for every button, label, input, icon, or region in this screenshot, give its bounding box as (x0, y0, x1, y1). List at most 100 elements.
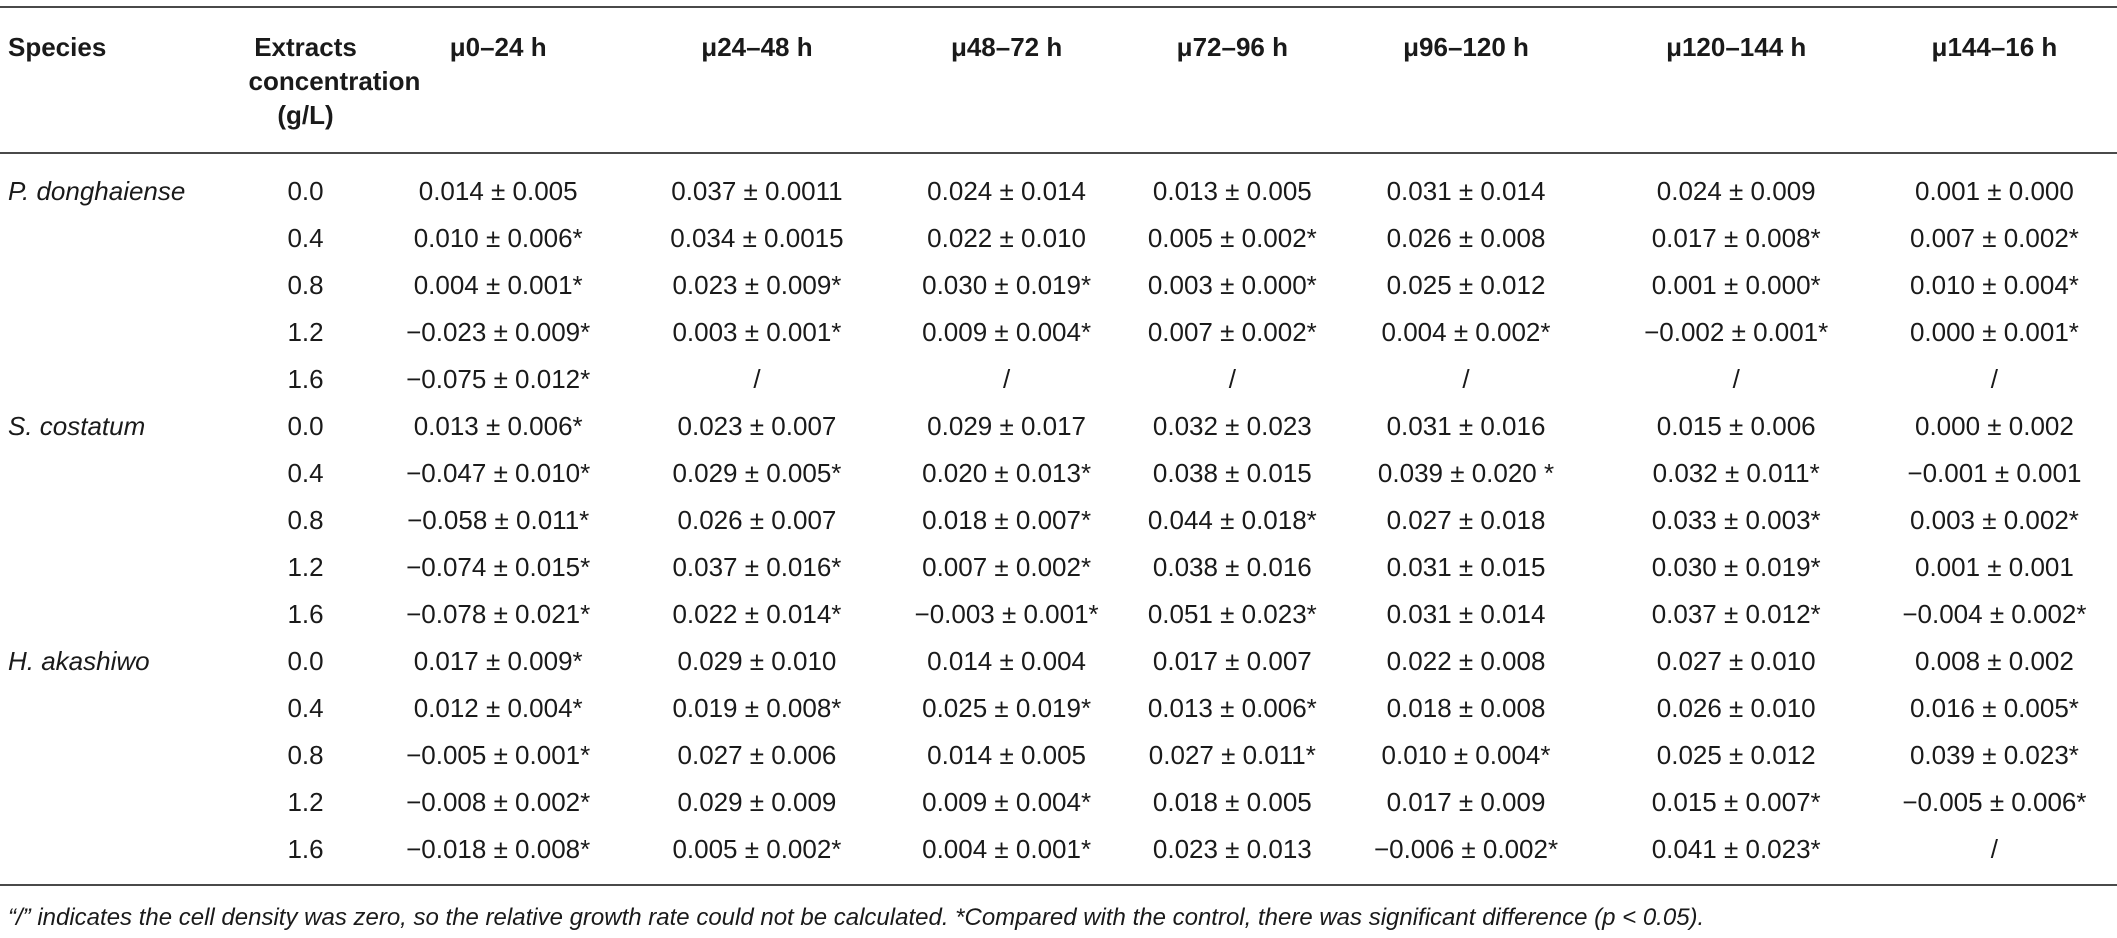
growth-rate-cell: −0.005 ± 0.001* (406, 739, 591, 770)
growth-rate-cell: 0.017 ± 0.009* (413, 645, 583, 676)
species-cell (0, 778, 249, 825)
growth-rate-cell: 0.024 ± 0.009 (1656, 175, 1816, 206)
concentration-cell: 0.8 (287, 739, 324, 770)
growth-rate-cell: / (1002, 363, 1011, 394)
growth-rate-cell: 0.025 ± 0.012 (1386, 269, 1546, 300)
growth-rate-cell: 0.004 ± 0.001* (922, 833, 1092, 864)
growth-rate-cell: 0.018 ± 0.005 (1152, 786, 1312, 817)
growth-rate-cell: −0.074 ± 0.015* (406, 551, 591, 582)
growth-rate-cell: 0.018 ± 0.007* (922, 504, 1092, 535)
table-row: S. costatum 0.0 0.013 ± 0.006* 0.023 ± 0.00… (0, 402, 2117, 449)
growth-rate-cell: 0.013 ± 0.006* (413, 410, 583, 441)
growth-rate-cell: 0.030 ± 0.019* (922, 269, 1092, 300)
growth-rate-cell: 0.015 ± 0.007* (1651, 786, 1821, 817)
growth-rate-cell: 0.017 ± 0.009 (1386, 786, 1546, 817)
growth-rate-cell: 0.004 ± 0.002* (1381, 316, 1551, 347)
growth-rate-cell: 0.022 ± 0.010 (927, 222, 1087, 253)
concentration-cell: 0.0 (287, 175, 324, 206)
growth-rate-cell: 0.025 ± 0.012 (1656, 739, 1816, 770)
table-row: 1.6 −0.078 ± 0.021* 0.022 ± 0.014* −0.003 ±… (0, 590, 2117, 637)
species-cell (0, 731, 249, 778)
concentration-cell: 0.4 (287, 692, 324, 723)
growth-rate-cell: −0.005 ± 0.006* (1902, 786, 2087, 817)
concentration-cell: 1.6 (287, 833, 324, 864)
table-body: P. donghaiense 0.0 0.014 ± 0.005 0.037 ± 0.… (0, 153, 2117, 885)
species-cell (0, 684, 249, 731)
growth-rate-cell: 0.009 ± 0.004* (922, 316, 1092, 347)
species-cell (0, 543, 249, 590)
species-cell (0, 496, 249, 543)
growth-rate-cell: 0.038 ± 0.016 (1152, 551, 1312, 582)
concentration-cell: 0.0 (287, 645, 324, 676)
table-row: 0.8 −0.005 ± 0.001* 0.027 ± 0.006 0.014 ± 0… (0, 731, 2117, 778)
growth-rate-cell: 0.029 ± 0.017 (927, 410, 1087, 441)
concentration-cell: 0.4 (287, 222, 324, 253)
growth-rate-cell: 0.030 ± 0.019* (1651, 551, 1821, 582)
growth-rate-cell: −0.003 ± 0.001* (914, 598, 1099, 629)
species-cell: S. costatum (8, 410, 146, 441)
growth-rate-cell: 0.031 ± 0.015 (1386, 551, 1546, 582)
growth-rate-cell: / (1732, 363, 1740, 394)
growth-rate-cell: 0.029 ± 0.009 (677, 786, 837, 817)
species-cell (0, 825, 249, 885)
growth-rate-cell: 0.038 ± 0.015 (1152, 457, 1312, 488)
growth-rate-table: Species Extracts concentration (g/L) μ0–… (0, 6, 2117, 932)
growth-rate-cell: −0.058 ± 0.011* (407, 504, 590, 535)
growth-rate-cell: 0.004 ± 0.001* (413, 269, 583, 300)
growth-rate-cell: 0.041 ± 0.023* (1651, 833, 1821, 864)
growth-rate-cell: 0.016 ± 0.005* (1909, 692, 2079, 723)
growth-rate-cell: 0.009 ± 0.004* (922, 786, 1092, 817)
table-row: P. donghaiense 0.0 0.014 ± 0.005 0.037 ± 0.… (0, 153, 2117, 214)
growth-rate-cell: 0.007 ± 0.002* (922, 551, 1092, 582)
growth-rate-cell: −0.023 ± 0.009* (406, 316, 591, 347)
growth-rate-cell: 0.039 ± 0.020 * (1377, 457, 1555, 488)
growth-rate-cell: 0.020 ± 0.013* (922, 457, 1092, 488)
growth-rate-cell: 0.037 ± 0.0011 (671, 175, 843, 206)
growth-rate-cell: 0.010 ± 0.004* (1381, 739, 1551, 770)
growth-rate-cell: 0.003 ± 0.002* (1909, 504, 2079, 535)
table-row: 1.2 −0.008 ± 0.002* 0.029 ± 0.009 0.009 ± 0… (0, 778, 2117, 825)
species-cell (0, 590, 249, 637)
species-cell (0, 355, 249, 402)
growth-rate-cell: −0.001 ± 0.001 (1907, 457, 2082, 488)
species-cell (0, 261, 249, 308)
species-cell: H. akashiwo (8, 645, 150, 676)
growth-rate-cell: 0.026 ± 0.008 (1386, 222, 1546, 253)
growth-rate-cell: 0.023 ± 0.009* (672, 269, 842, 300)
growth-rate-cell: 0.033 ± 0.003* (1651, 504, 1821, 535)
growth-rate-cell: −0.002 ± 0.001* (1644, 316, 1829, 347)
growth-rate-cell: 0.025 ± 0.019* (922, 692, 1092, 723)
table-row: 0.8 0.004 ± 0.001* 0.023 ± 0.009* 0.030 ± 0… (0, 261, 2117, 308)
growth-rate-cell: −0.008 ± 0.002* (406, 786, 591, 817)
growth-rate-cell: 0.001 ± 0.000* (1651, 269, 1821, 300)
table-row: 0.4 0.012 ± 0.004* 0.019 ± 0.008* 0.025 ± 0… (0, 684, 2117, 731)
growth-rate-cell: 0.017 ± 0.007 (1152, 645, 1312, 676)
growth-rate-cell: / (1462, 363, 1470, 394)
concentration-cell: 0.8 (287, 269, 324, 300)
growth-rate-cell: 0.031 ± 0.014 (1386, 598, 1546, 629)
growth-rate-cell: 0.026 ± 0.010 (1656, 692, 1816, 723)
table-row: 1.2 −0.074 ± 0.015* 0.037 ± 0.016* 0.007 ± … (0, 543, 2117, 590)
table-row: 1.2 −0.023 ± 0.009* 0.003 ± 0.001* 0.009 ± … (0, 308, 2117, 355)
col-header-mu-0-24: μ0–24 h (449, 32, 547, 62)
growth-rate-cell: 0.026 ± 0.007 (677, 504, 837, 535)
growth-rate-cell: 0.007 ± 0.002* (1147, 316, 1317, 347)
growth-rate-cell: / (1990, 833, 1999, 864)
col-header-mu-120-144: μ120–144 h (1666, 32, 1807, 62)
growth-rate-cell: 0.001 ± 0.000 (1915, 175, 2074, 206)
growth-rate-cell: 0.039 ± 0.023* (1909, 739, 2079, 770)
growth-rate-cell: 0.001 ± 0.001 (1915, 551, 2074, 582)
concentration-cell: 0.0 (287, 410, 324, 441)
col-header-species: Species (8, 32, 107, 62)
growth-rate-cell: 0.023 ± 0.013 (1152, 833, 1312, 864)
concentration-cell: 1.2 (287, 551, 324, 582)
growth-rate-cell: −0.075 ± 0.012* (406, 363, 591, 394)
growth-rate-cell: 0.037 ± 0.012* (1651, 598, 1821, 629)
col-header-mu-72-96: μ72–96 h (1176, 32, 1288, 62)
growth-rate-cell: 0.013 ± 0.005 (1152, 175, 1312, 206)
table-footnote-row: “/” indicates the cell density was zero,… (0, 885, 2117, 932)
growth-rate-cell: 0.029 ± 0.010 (677, 645, 837, 676)
growth-rate-cell: 0.024 ± 0.014 (927, 175, 1087, 206)
col-header-mu-144-16: μ144–16 h (1931, 32, 2058, 62)
